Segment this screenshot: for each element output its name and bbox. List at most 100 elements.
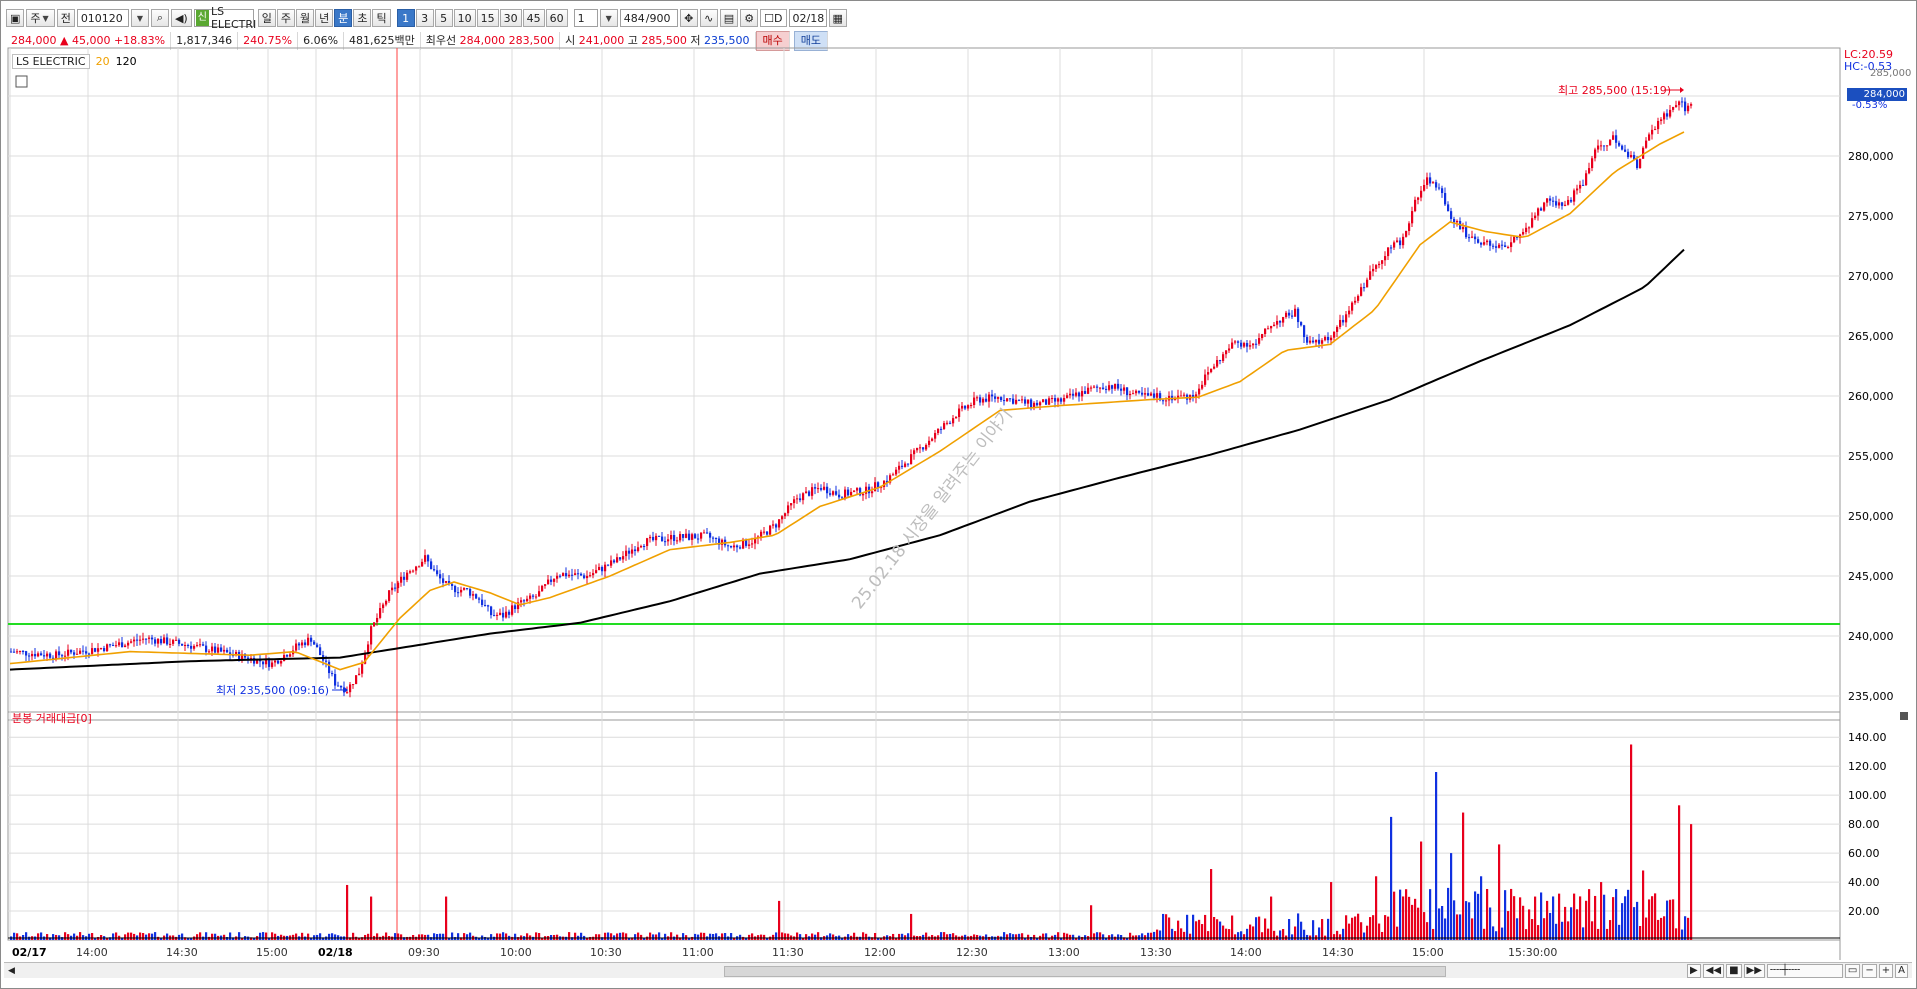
range-field[interactable]: 484 /900 bbox=[619, 9, 678, 27]
code-dropdown[interactable]: ▼ bbox=[130, 9, 149, 27]
current-price: 284,000 bbox=[11, 34, 57, 47]
stock-name-field[interactable]: 신 LS ELECTRI bbox=[193, 5, 256, 31]
sound-icon[interactable]: ◀) bbox=[170, 9, 192, 27]
volume-bar bbox=[1483, 928, 1486, 940]
candle-body bbox=[1138, 390, 1141, 393]
volume-bar bbox=[1156, 929, 1159, 940]
candle-body bbox=[1324, 336, 1327, 341]
scroll-left-icon[interactable]: ◀ bbox=[8, 965, 15, 976]
volume-bar bbox=[1354, 916, 1357, 940]
candle-body bbox=[1165, 400, 1168, 402]
candle-body bbox=[148, 637, 151, 639]
volume-bar bbox=[541, 937, 544, 940]
calendar-icon[interactable]: ▦ bbox=[828, 9, 847, 27]
candle-body bbox=[1510, 242, 1513, 247]
gear-icon[interactable]: ⚙ bbox=[740, 9, 759, 27]
candle-body bbox=[1276, 320, 1279, 325]
line-tool-icon[interactable]: ∿ bbox=[699, 9, 718, 27]
fast-forward-icon[interactable]: ▶▶ bbox=[1743, 963, 1765, 978]
d-checkbox[interactable]: ☐ D bbox=[760, 9, 787, 27]
y-tick-label: 255,000 bbox=[1848, 450, 1894, 463]
all-button[interactable]: 전 bbox=[56, 9, 75, 27]
volume-bar bbox=[1633, 907, 1636, 940]
volume-bar bbox=[1225, 928, 1228, 940]
window-icon[interactable]: ▣ bbox=[6, 9, 25, 27]
candle-body bbox=[1207, 372, 1210, 375]
candle-body bbox=[1123, 387, 1126, 391]
candle-body bbox=[466, 588, 469, 590]
search-icon[interactable]: ⌕ bbox=[150, 9, 169, 27]
chart-scrollbar[interactable]: ◀ ▶ ◀◀ ■ ▶▶ ╌╌┼╌╌ ▭ − + A bbox=[4, 962, 1912, 978]
period-tab[interactable]: 월 bbox=[295, 9, 315, 27]
candle-body bbox=[31, 653, 34, 657]
interval-button[interactable]: 5 bbox=[434, 9, 453, 27]
volume-bar bbox=[1672, 899, 1675, 940]
x-tick-label: 02/17 bbox=[12, 946, 47, 959]
candle-body bbox=[478, 598, 481, 600]
volume-bar bbox=[253, 937, 256, 940]
period-tab[interactable]: 년 bbox=[315, 9, 334, 27]
volume-bar bbox=[1297, 913, 1300, 940]
volume-bar bbox=[1495, 931, 1498, 940]
candle-body bbox=[976, 397, 979, 399]
volume-bar bbox=[610, 933, 613, 940]
interval-button[interactable]: 60 bbox=[545, 9, 568, 27]
candle-body bbox=[820, 488, 823, 490]
candle-body bbox=[1216, 360, 1219, 367]
panel-grid-icon bbox=[15, 75, 28, 88]
volume-bar bbox=[556, 934, 559, 940]
candle-body bbox=[1441, 188, 1444, 194]
rewind-icon[interactable]: ◀◀ bbox=[1702, 963, 1725, 978]
interval-button[interactable]: 15 bbox=[476, 9, 499, 27]
candle-body bbox=[475, 594, 478, 599]
stop-icon[interactable]: ■ bbox=[1726, 963, 1742, 978]
candle-body bbox=[1666, 113, 1669, 117]
date-input[interactable]: 02/18 bbox=[788, 9, 827, 27]
text-size-icon[interactable]: A bbox=[1895, 963, 1908, 978]
volume-bar bbox=[1612, 897, 1615, 940]
period-tab[interactable]: 일 bbox=[257, 9, 276, 27]
count-dropdown[interactable]: ▼ bbox=[599, 9, 618, 27]
scroll-thumb[interactable] bbox=[724, 966, 1446, 977]
buy-button[interactable]: 매수 bbox=[755, 31, 790, 51]
speed-slider[interactable]: ╌╌┼╌╌ bbox=[1766, 963, 1843, 978]
candle-body bbox=[766, 531, 769, 535]
zoom-in-icon[interactable]: + bbox=[1878, 963, 1894, 978]
period-tab[interactable]: 틱 bbox=[372, 9, 391, 27]
volume-bar bbox=[1147, 932, 1150, 940]
candle-body bbox=[253, 657, 256, 664]
current-price-group: 284,000 ▲ 45,000 +18.83% bbox=[6, 32, 172, 50]
period-tab[interactable]: 주 bbox=[276, 9, 295, 27]
period-tab[interactable]: 초 bbox=[353, 9, 372, 27]
volume-bar bbox=[943, 932, 946, 940]
candle-body bbox=[583, 575, 586, 579]
tool-icon[interactable]: ▭ bbox=[1844, 963, 1861, 978]
candle-body bbox=[1312, 340, 1315, 343]
interval-button[interactable]: 30 bbox=[499, 9, 522, 27]
zoom-out-icon[interactable]: − bbox=[1862, 963, 1877, 978]
interval-button[interactable]: 10 bbox=[453, 9, 476, 27]
mode-select[interactable]: 주 ▼ bbox=[26, 9, 55, 27]
price-chart[interactable]: 02/17 14:00 14:30 15:00 02/18 09:30 10:00 10:30… bbox=[0, 44, 1917, 962]
crosshair-icon[interactable]: ✥ bbox=[679, 9, 698, 27]
candle-body bbox=[1303, 325, 1306, 338]
interval-button[interactable]: 3 bbox=[415, 9, 434, 27]
volume-bar bbox=[763, 934, 766, 940]
volume-bar bbox=[1207, 931, 1210, 940]
code-input[interactable]: 010120 bbox=[76, 9, 129, 27]
count-input[interactable]: 1 bbox=[573, 9, 598, 27]
period-tab[interactable]: 분 bbox=[334, 9, 353, 27]
interval-button[interactable]: 1 bbox=[396, 9, 415, 27]
candle-body bbox=[1240, 342, 1243, 347]
candle-body bbox=[997, 397, 1000, 399]
volume-bar bbox=[1024, 937, 1027, 940]
sell-button[interactable]: 매도 bbox=[793, 31, 829, 51]
candle-body bbox=[652, 536, 655, 541]
interval-button[interactable]: 45 bbox=[522, 9, 545, 27]
candle-body bbox=[910, 454, 913, 465]
candle-body bbox=[1111, 385, 1114, 389]
candle-body bbox=[103, 648, 106, 652]
play-icon[interactable]: ▶ bbox=[1686, 963, 1701, 978]
save-icon[interactable]: ▤ bbox=[719, 9, 739, 27]
candle-body bbox=[1606, 145, 1609, 147]
